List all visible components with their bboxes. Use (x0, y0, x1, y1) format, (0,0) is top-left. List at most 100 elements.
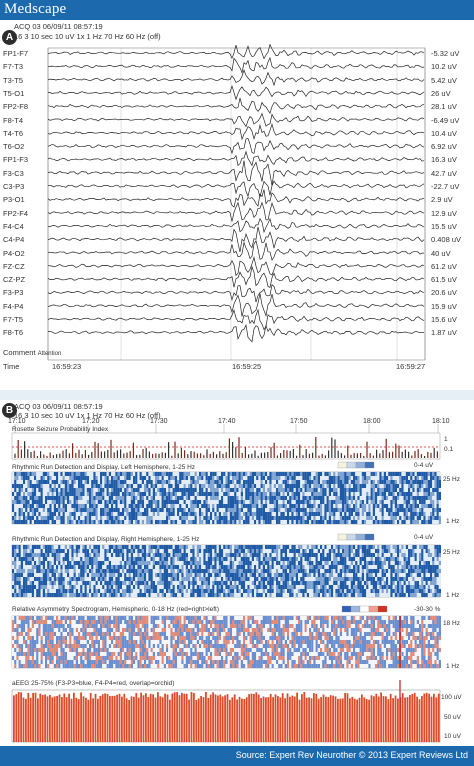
rhythmic-right-cell (36, 589, 39, 593)
rhythmic-left-cell (425, 512, 428, 516)
rhythmic-right-cell (170, 545, 173, 549)
rhythmic-left-cell (196, 488, 199, 492)
rhythmic-right-cell (247, 553, 250, 557)
rhythmic-left-cell (84, 492, 87, 496)
rhythmic-left-cell (51, 488, 54, 492)
rhythmic-right-cell (47, 581, 50, 585)
rhythmic-left-cell (111, 504, 114, 508)
rhythmic-right-cell (183, 553, 186, 557)
rhythmic-left-cell (84, 484, 87, 488)
rhythmic-right-cell (205, 593, 208, 597)
rhythmic-left-cell (355, 516, 358, 520)
rhythmic-left-cell (150, 520, 153, 524)
rhythmic-right-cell (366, 553, 369, 557)
rhythmic-right-cell (304, 593, 307, 597)
rhythmic-left-cell (78, 480, 81, 484)
rhythmic-right-cell (157, 581, 160, 585)
rhythmic-right-cell (60, 549, 63, 553)
eeg-trace (47, 293, 425, 317)
rhythmic-left-cell (315, 500, 318, 504)
rhythmic-right-cell (25, 585, 28, 589)
rhythmic-right-cell (320, 581, 323, 585)
rhythmic-right-cell (49, 557, 52, 561)
rhythmic-right-cell (214, 553, 217, 557)
rhythmic-left-cell (412, 508, 415, 512)
rhythmic-left-cell (196, 500, 199, 504)
rhythmic-right-cell (309, 545, 312, 549)
rhythmic-right-cell (221, 569, 224, 573)
rhythmic-left-cell (399, 504, 402, 508)
rhythmic-left-cell (144, 480, 147, 484)
rhythmic-right-cell (139, 565, 142, 569)
rhythmic-right-cell (247, 573, 250, 577)
rhythmic-left-cell (430, 500, 433, 504)
rhythmic-left-cell (357, 488, 360, 492)
rhythmic-left-cell (397, 504, 400, 508)
rhythmic-left-cell (179, 500, 182, 504)
rhythmic-left-cell (170, 476, 173, 480)
rhythmic-right-cell (12, 545, 15, 549)
rhythmic-left-cell (390, 500, 393, 504)
rhythmic-left-cell (245, 484, 248, 488)
rhythmic-left-cell (438, 488, 441, 492)
rhythmic-right-cell (326, 553, 329, 557)
rhythmic-right-cell (300, 585, 303, 589)
rhythmic-left-cell (102, 476, 105, 480)
rhythmic-right-cell (368, 577, 371, 581)
rhythmic-right-cell (199, 553, 202, 557)
rhythmic-left-cell (78, 516, 81, 520)
rhythmic-right-cell (221, 585, 224, 589)
rhythmic-left-cell (225, 484, 228, 488)
rhythmic-right-cell (210, 553, 213, 557)
rhythmic-right-cell (377, 545, 380, 549)
rhythmic-right-cell (36, 545, 39, 549)
rhythmic-left-cell (359, 496, 362, 500)
rhythmic-left-cell (31, 504, 34, 508)
rhythmic-right-cell (366, 573, 369, 577)
rhythmic-left-cell (293, 508, 296, 512)
rhythmic-right-cell (45, 581, 48, 585)
rhythmic-left-cell (67, 492, 70, 496)
rhythmic-right-cell (23, 561, 26, 565)
rhythmic-left-cell (137, 484, 140, 488)
rhythmic-right-cell (201, 589, 204, 593)
rhythmic-right-cell (163, 553, 166, 557)
rhythmic-right-cell (291, 553, 294, 557)
rhythmic-right-cell (97, 549, 100, 553)
rhythmic-right-cell (34, 593, 37, 597)
rhythmic-left-cell (295, 516, 298, 520)
rhythmic-left-cell (141, 472, 144, 476)
rhythmic-right-cell (155, 573, 158, 577)
rhythmic-left-cell (335, 476, 338, 480)
rhythmic-left-cell (282, 492, 285, 496)
rhythmic-left-cell (229, 484, 232, 488)
rhythmic-right-cell (331, 561, 334, 565)
rhythmic-right-cell (115, 561, 118, 565)
rhythmic-left-cell (430, 480, 433, 484)
rhythmic-left-cell (192, 492, 195, 496)
rhythmic-left-cell (174, 492, 177, 496)
rhythmic-left-cell (31, 512, 34, 516)
rhythmic-left-cell (280, 500, 283, 504)
rhythmic-right-cell (372, 569, 375, 573)
rhythmic-right-cell (100, 561, 103, 565)
rhythmic-right-cell (71, 577, 74, 581)
rhythmic-left-cell (339, 480, 342, 484)
rhythmic-left-cell (181, 472, 184, 476)
rhythmic-left-cell (247, 508, 250, 512)
rhythmic-left-cell (379, 516, 382, 520)
rhythmic-right-cell (102, 589, 105, 593)
rhythmic-right-cell (29, 561, 32, 565)
rhythmic-right-cell (56, 565, 59, 569)
rhythmic-right-cell (93, 557, 96, 561)
rhythmic-right-cell (234, 561, 237, 565)
rhythmic-left-cell (161, 512, 164, 516)
rhythmic-left-cell (205, 488, 208, 492)
rhythmic-right-cell (97, 573, 100, 577)
rhythmic-right-cell (177, 569, 180, 573)
rhythmic-right-cell (97, 589, 100, 593)
rhythmic-left-cell (240, 508, 243, 512)
rhythmic-left-cell (309, 480, 312, 484)
rhythmic-right-cell (381, 545, 384, 549)
rhythmic-right-cell (212, 589, 215, 593)
